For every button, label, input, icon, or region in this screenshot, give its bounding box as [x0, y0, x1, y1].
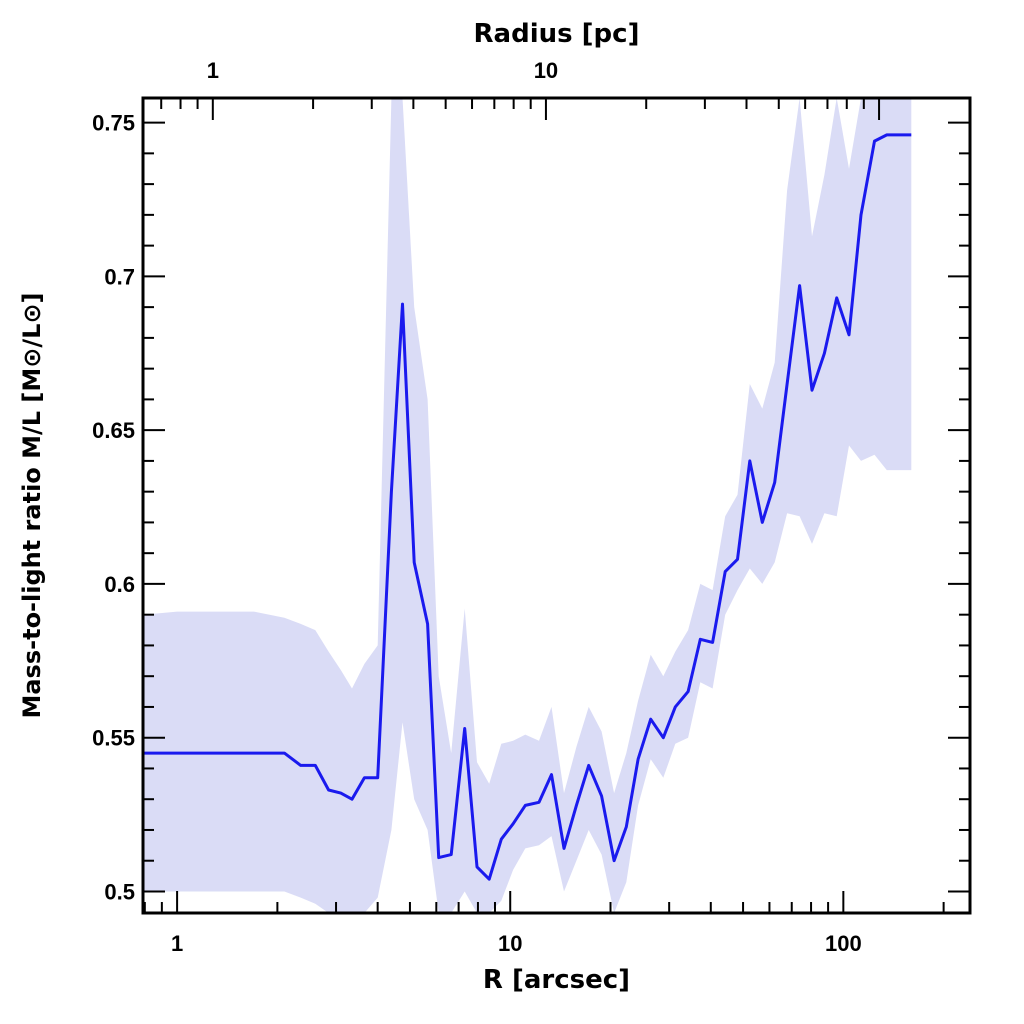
confidence-band-layer: [143, 98, 912, 913]
y-tick-label: 0.7: [104, 264, 135, 289]
top-tick-label: 10: [534, 58, 558, 83]
uncertainty-band: [143, 98, 912, 913]
x-axis-title: R [arcsec]: [483, 965, 630, 995]
y-tick-label: 0.75: [92, 111, 135, 136]
series-line: [143, 133, 912, 881]
tick-layer: [143, 98, 970, 913]
y-tick-label: 0.65: [92, 418, 135, 443]
y-tick-label: 0.5: [104, 879, 135, 904]
x-tick-label: 100: [825, 931, 862, 956]
tick-label-layer: 1 10 100 1 10 0.5 0.55 0.6 0.65 0.7 0.75: [92, 58, 862, 956]
plot-frame: [141, 96, 972, 915]
top-axis-title: Radius [pc]: [474, 19, 640, 49]
y-tick-label: 0.6: [104, 572, 135, 597]
y-tick-label: 0.55: [92, 726, 135, 751]
data-line-layer: [143, 133, 912, 881]
x-tick-label: 1: [171, 931, 183, 956]
top-tick-label: 1: [207, 58, 219, 83]
x-tick-label: 10: [498, 931, 522, 956]
y-axis-title: Mass-to-light ratio M/L [M⊙/L⊙]: [18, 292, 46, 718]
